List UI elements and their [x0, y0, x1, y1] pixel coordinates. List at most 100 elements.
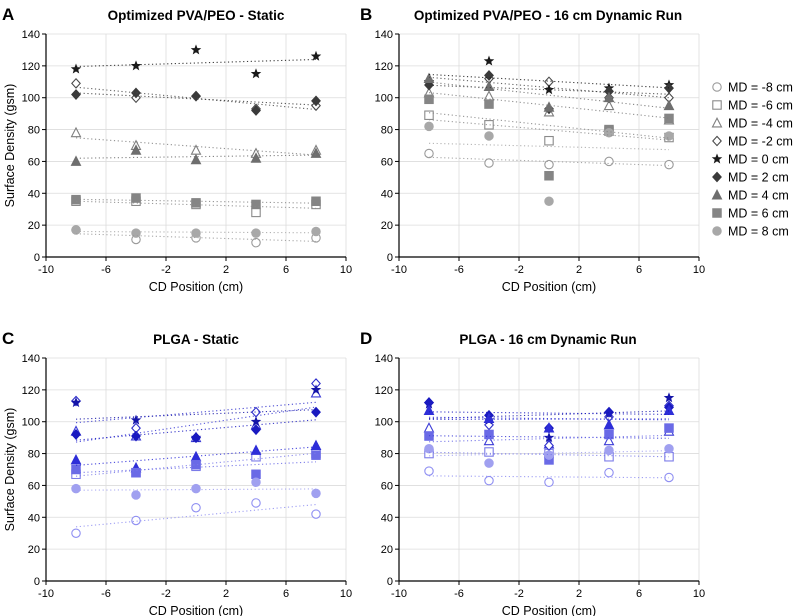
data-point [251, 498, 261, 508]
trend-line [428, 112, 670, 139]
x-tick-label: -6 [101, 588, 111, 600]
x-tick-label: 6 [283, 588, 289, 600]
y-tick-label: 40 [28, 512, 40, 524]
legend-marker [712, 135, 722, 147]
data-point [70, 397, 82, 408]
x-tick-label: 2 [223, 588, 229, 600]
data-point [71, 89, 81, 100]
data-point [191, 432, 201, 444]
x-axis-label: CD Position (cm) [149, 604, 243, 616]
data-point [70, 453, 82, 465]
data-point [603, 418, 615, 430]
data-point [311, 226, 321, 237]
data-point [423, 404, 435, 416]
data-point [130, 414, 142, 425]
data-point [423, 72, 435, 84]
data-point [71, 77, 81, 89]
data-point [603, 434, 615, 446]
data-point [484, 447, 494, 457]
data-point [251, 477, 261, 487]
data-point [664, 82, 674, 94]
panel-letter: C [2, 329, 14, 348]
y-tick-label: 140 [375, 353, 393, 365]
data-point [424, 148, 434, 159]
y-tick-label: 120 [22, 61, 40, 73]
data-point [544, 135, 554, 146]
panel-title: Optimized PVA/PEO - 16 cm Dynamic Run [414, 8, 682, 23]
y-tick-label: 20 [381, 544, 393, 556]
panel-C: C PLGA - Static 0 20 40 60 80 100 120 140 -10 -6 -2 2… [2, 329, 352, 616]
data-point [664, 444, 674, 454]
x-tick-label: 2 [223, 264, 229, 276]
data-point [484, 99, 494, 109]
data-point [131, 515, 141, 526]
data-point [71, 429, 81, 440]
data-point [311, 196, 321, 207]
data-point [131, 490, 141, 500]
data-point [311, 450, 321, 460]
data-point [311, 406, 321, 418]
data-point [484, 131, 494, 141]
trend-lines [75, 401, 317, 528]
y-tick-label: 20 [381, 220, 393, 232]
x-tick-label: -6 [101, 264, 111, 276]
data-point [130, 144, 142, 155]
y-axis-label: Surface Density (gsm) [3, 408, 17, 532]
legend-marker [711, 153, 723, 164]
data-point [190, 153, 202, 165]
data-point [604, 445, 614, 456]
y-tick-label: 120 [375, 385, 393, 397]
data-point [603, 91, 615, 103]
data-point [70, 63, 82, 74]
data-point [483, 55, 495, 66]
x-tick-label: 2 [576, 264, 582, 276]
y-tick-label: 40 [381, 512, 393, 524]
y-tick-label: 0 [34, 576, 40, 588]
trend-line [75, 409, 317, 420]
x-tick-label: -10 [391, 264, 407, 276]
x-tick-label: -2 [161, 588, 171, 600]
trend-line [75, 406, 317, 443]
data-point [251, 105, 261, 116]
x-tick-label: 10 [340, 264, 352, 276]
data-point [483, 80, 495, 92]
y-tick-label: 100 [22, 417, 40, 429]
data-point [70, 126, 82, 138]
data-point [191, 198, 201, 208]
y-tick-label: 120 [375, 61, 393, 73]
data-point [543, 84, 555, 95]
data-point [484, 120, 494, 130]
data-point [663, 99, 675, 111]
data-point [663, 404, 675, 416]
y-tick-label: 20 [28, 220, 40, 232]
legend-label: MD = -6 cm [728, 99, 793, 113]
data-point [190, 44, 202, 55]
x-axis-label: CD Position (cm) [502, 604, 596, 616]
series-markers [70, 44, 322, 248]
data-point [190, 144, 202, 155]
data-point [250, 152, 262, 163]
data-point [71, 483, 81, 494]
data-point [664, 423, 674, 433]
y-tick-label: 60 [381, 480, 393, 492]
y-tick-label: 100 [22, 93, 40, 105]
data-point [310, 50, 322, 61]
data-point [191, 90, 201, 102]
y-tick-label: 140 [22, 353, 40, 365]
x-tick-label: 6 [636, 264, 642, 276]
grid [398, 357, 700, 582]
data-point [191, 459, 201, 470]
y-tick-label: 60 [28, 156, 40, 168]
x-tick-label: -2 [514, 588, 524, 600]
y-tick-label: 40 [381, 188, 393, 200]
data-point [603, 99, 615, 111]
data-point [250, 68, 262, 79]
data-point [250, 416, 262, 427]
y-tick-label: 80 [28, 449, 40, 461]
y-tick-label: 60 [28, 480, 40, 492]
data-point [251, 207, 261, 218]
legend-marker [712, 226, 722, 236]
x-tick-label: -2 [514, 264, 524, 276]
x-tick-label: 10 [340, 588, 352, 600]
